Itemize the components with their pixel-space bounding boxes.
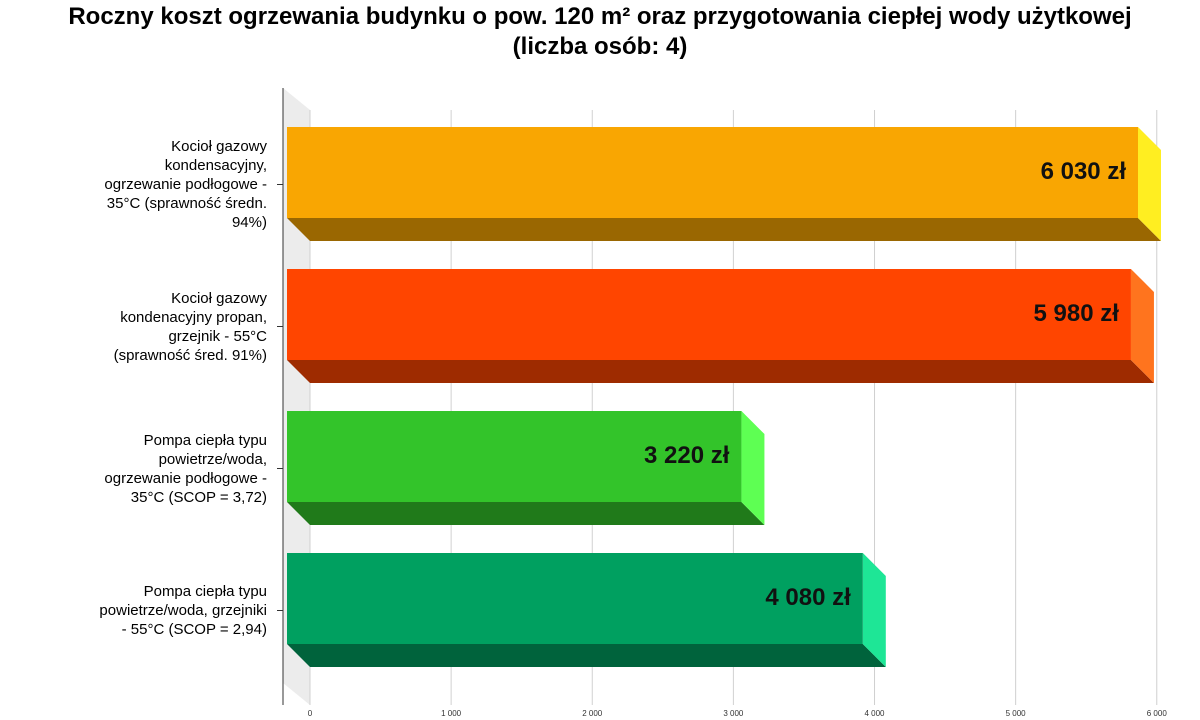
x-tick-label: 5 000 [1006, 709, 1027, 718]
bar [287, 269, 1154, 383]
x-tick-label: 2 000 [582, 709, 603, 718]
x-tick-label: 0 [308, 709, 313, 718]
x-tick-label: 4 000 [864, 709, 885, 718]
value-label: 6 030 zł [1041, 158, 1127, 185]
value-label: 5 980 zł [1034, 300, 1120, 327]
y-tick-label: Kocioł gazowy kondenacyjny propan, grzej… [113, 289, 267, 364]
bar [287, 411, 765, 525]
x-tick-label: 3 000 [723, 709, 744, 718]
value-label: 3 220 zł [644, 442, 730, 469]
x-tick-label: 6 000 [1147, 709, 1168, 718]
x-tick-label: 1 000 [441, 709, 462, 718]
floor [283, 88, 310, 705]
bar [287, 553, 886, 667]
y-tick-label: Pompa ciepła typu powietrze/woda, ogrzew… [104, 431, 267, 506]
chart-title: Roczny koszt ogrzewania budynku o pow. 1… [68, 3, 1132, 60]
bar [287, 127, 1161, 241]
y-tick-label: Kocioł gazowy kondensacyjny, ogrzewanie … [104, 138, 267, 231]
value-label: 4 080 zł [765, 584, 851, 611]
y-tick-label: Pompa ciepła typu powietrze/woda, grzejn… [99, 583, 267, 638]
